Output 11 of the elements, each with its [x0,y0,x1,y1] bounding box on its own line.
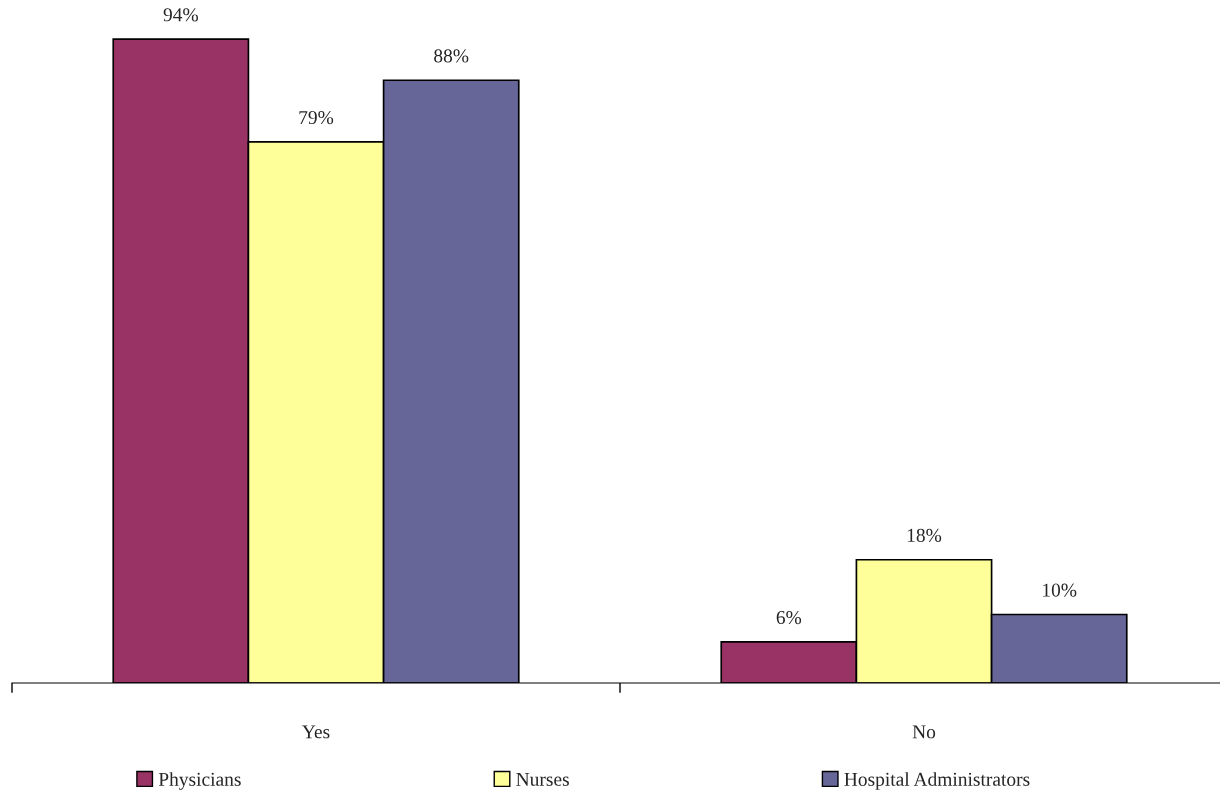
data-label: 6% [776,610,802,625]
data-label: 10% [1043,583,1077,597]
data-label: 88% [434,49,469,63]
data-label: 79% [299,110,334,125]
x-tick-label: Yes [302,725,330,739]
data-label: 94% [163,8,198,22]
legend-label: Physicians [158,772,241,790]
legend-label: Nurses [516,772,569,786]
legend-label: Hospital Administrators [844,772,1030,790]
data-label: 18% [907,528,942,542]
x-tick-label: No [912,725,936,739]
